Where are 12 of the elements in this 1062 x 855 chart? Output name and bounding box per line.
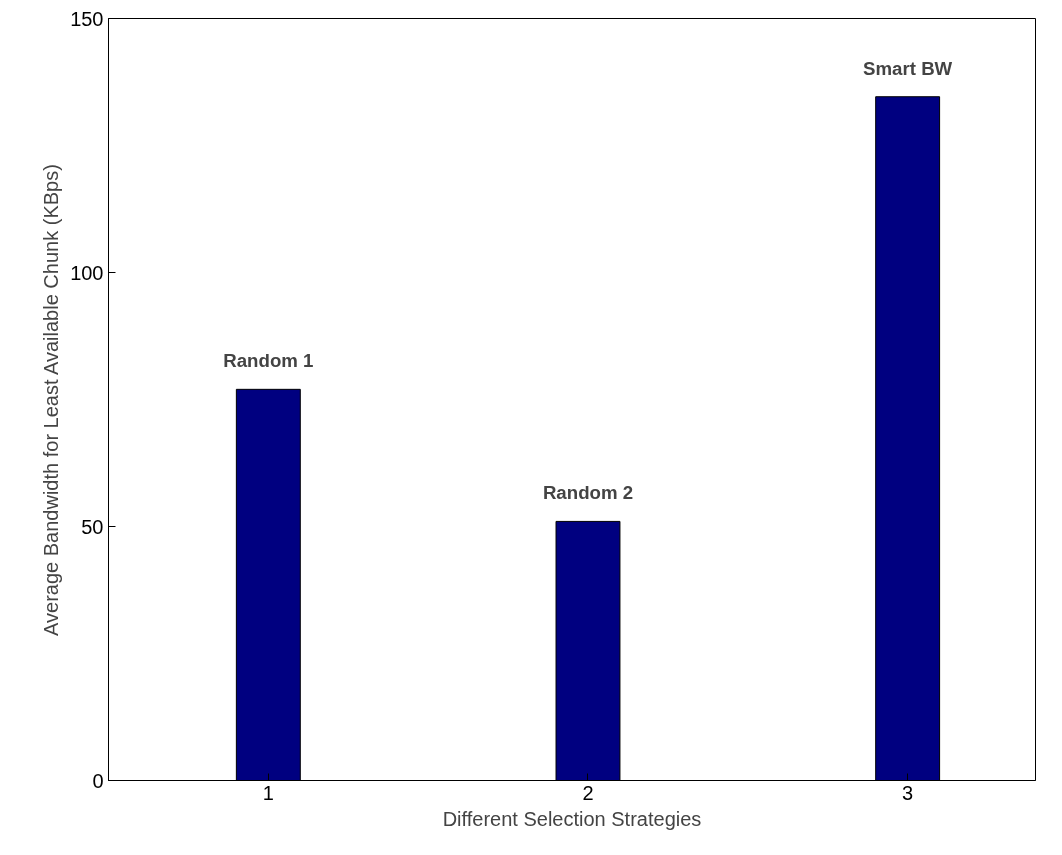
x-tick-label: 1 xyxy=(262,781,274,804)
y-tick-label: 50 xyxy=(81,515,104,538)
x-tick-label: 2 xyxy=(582,781,594,804)
annotation: Random 2 xyxy=(542,482,634,504)
y-tick-label: 150 xyxy=(70,7,104,30)
annotation: Smart BW xyxy=(863,57,953,79)
y-tick-label: 100 xyxy=(70,261,104,284)
y-tick-label: 0 xyxy=(92,769,104,792)
annotation: Random 1 xyxy=(223,350,314,372)
x-tick-label: 3 xyxy=(902,781,914,804)
y-axis-title: Average Bandwidth for Least Available Chunk (KBps) xyxy=(40,164,63,636)
x-axis-title: Different Selection Strategies xyxy=(442,807,702,830)
